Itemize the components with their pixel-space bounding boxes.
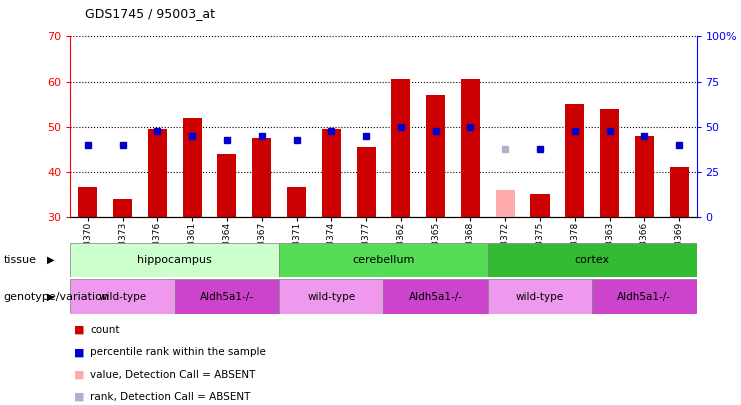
Bar [147,129,167,217]
Bar [217,153,236,217]
Text: Aldh5a1-/-: Aldh5a1-/- [200,292,254,302]
Text: ■: ■ [74,347,84,357]
Text: Aldh5a1-/-: Aldh5a1-/- [617,292,671,302]
Bar [175,279,279,314]
Text: hippocampus: hippocampus [137,255,212,265]
Bar [635,136,654,217]
Text: count: count [90,325,120,335]
Text: GDS1745 / 95003_at: GDS1745 / 95003_at [85,7,215,20]
Bar [391,79,411,217]
Text: Aldh5a1-/-: Aldh5a1-/- [408,292,462,302]
Text: ▶: ▶ [47,292,54,302]
Bar [279,243,488,277]
Text: rank, Detection Call = ABSENT: rank, Detection Call = ABSENT [90,392,250,402]
Text: wild-type: wild-type [308,292,356,302]
Bar [182,117,202,217]
Text: ■: ■ [74,325,84,335]
Text: percentile rank within the sample: percentile rank within the sample [90,347,266,357]
Text: cortex: cortex [574,255,610,265]
Bar [252,138,271,217]
Bar [531,194,550,217]
Text: ▶: ▶ [47,255,54,265]
Bar [70,279,175,314]
Bar [461,79,480,217]
Bar [287,188,306,217]
Bar [356,147,376,217]
Bar [322,129,341,217]
Bar [600,109,619,217]
Text: ■: ■ [74,370,84,379]
Bar [279,279,384,314]
Text: wild-type: wild-type [99,292,147,302]
Bar [488,243,697,277]
Bar [670,167,688,217]
Text: ■: ■ [74,392,84,402]
Bar [488,279,592,314]
Bar [592,279,697,314]
Text: cerebellum: cerebellum [352,255,415,265]
Bar [79,188,97,217]
Text: value, Detection Call = ABSENT: value, Detection Call = ABSENT [90,370,256,379]
Bar [426,95,445,217]
Bar [70,243,279,277]
Text: genotype/variation: genotype/variation [4,292,110,302]
Bar [496,190,515,217]
Bar [565,104,585,217]
Text: wild-type: wild-type [516,292,564,302]
Bar [113,198,132,217]
Text: tissue: tissue [4,255,37,265]
Bar [384,279,488,314]
